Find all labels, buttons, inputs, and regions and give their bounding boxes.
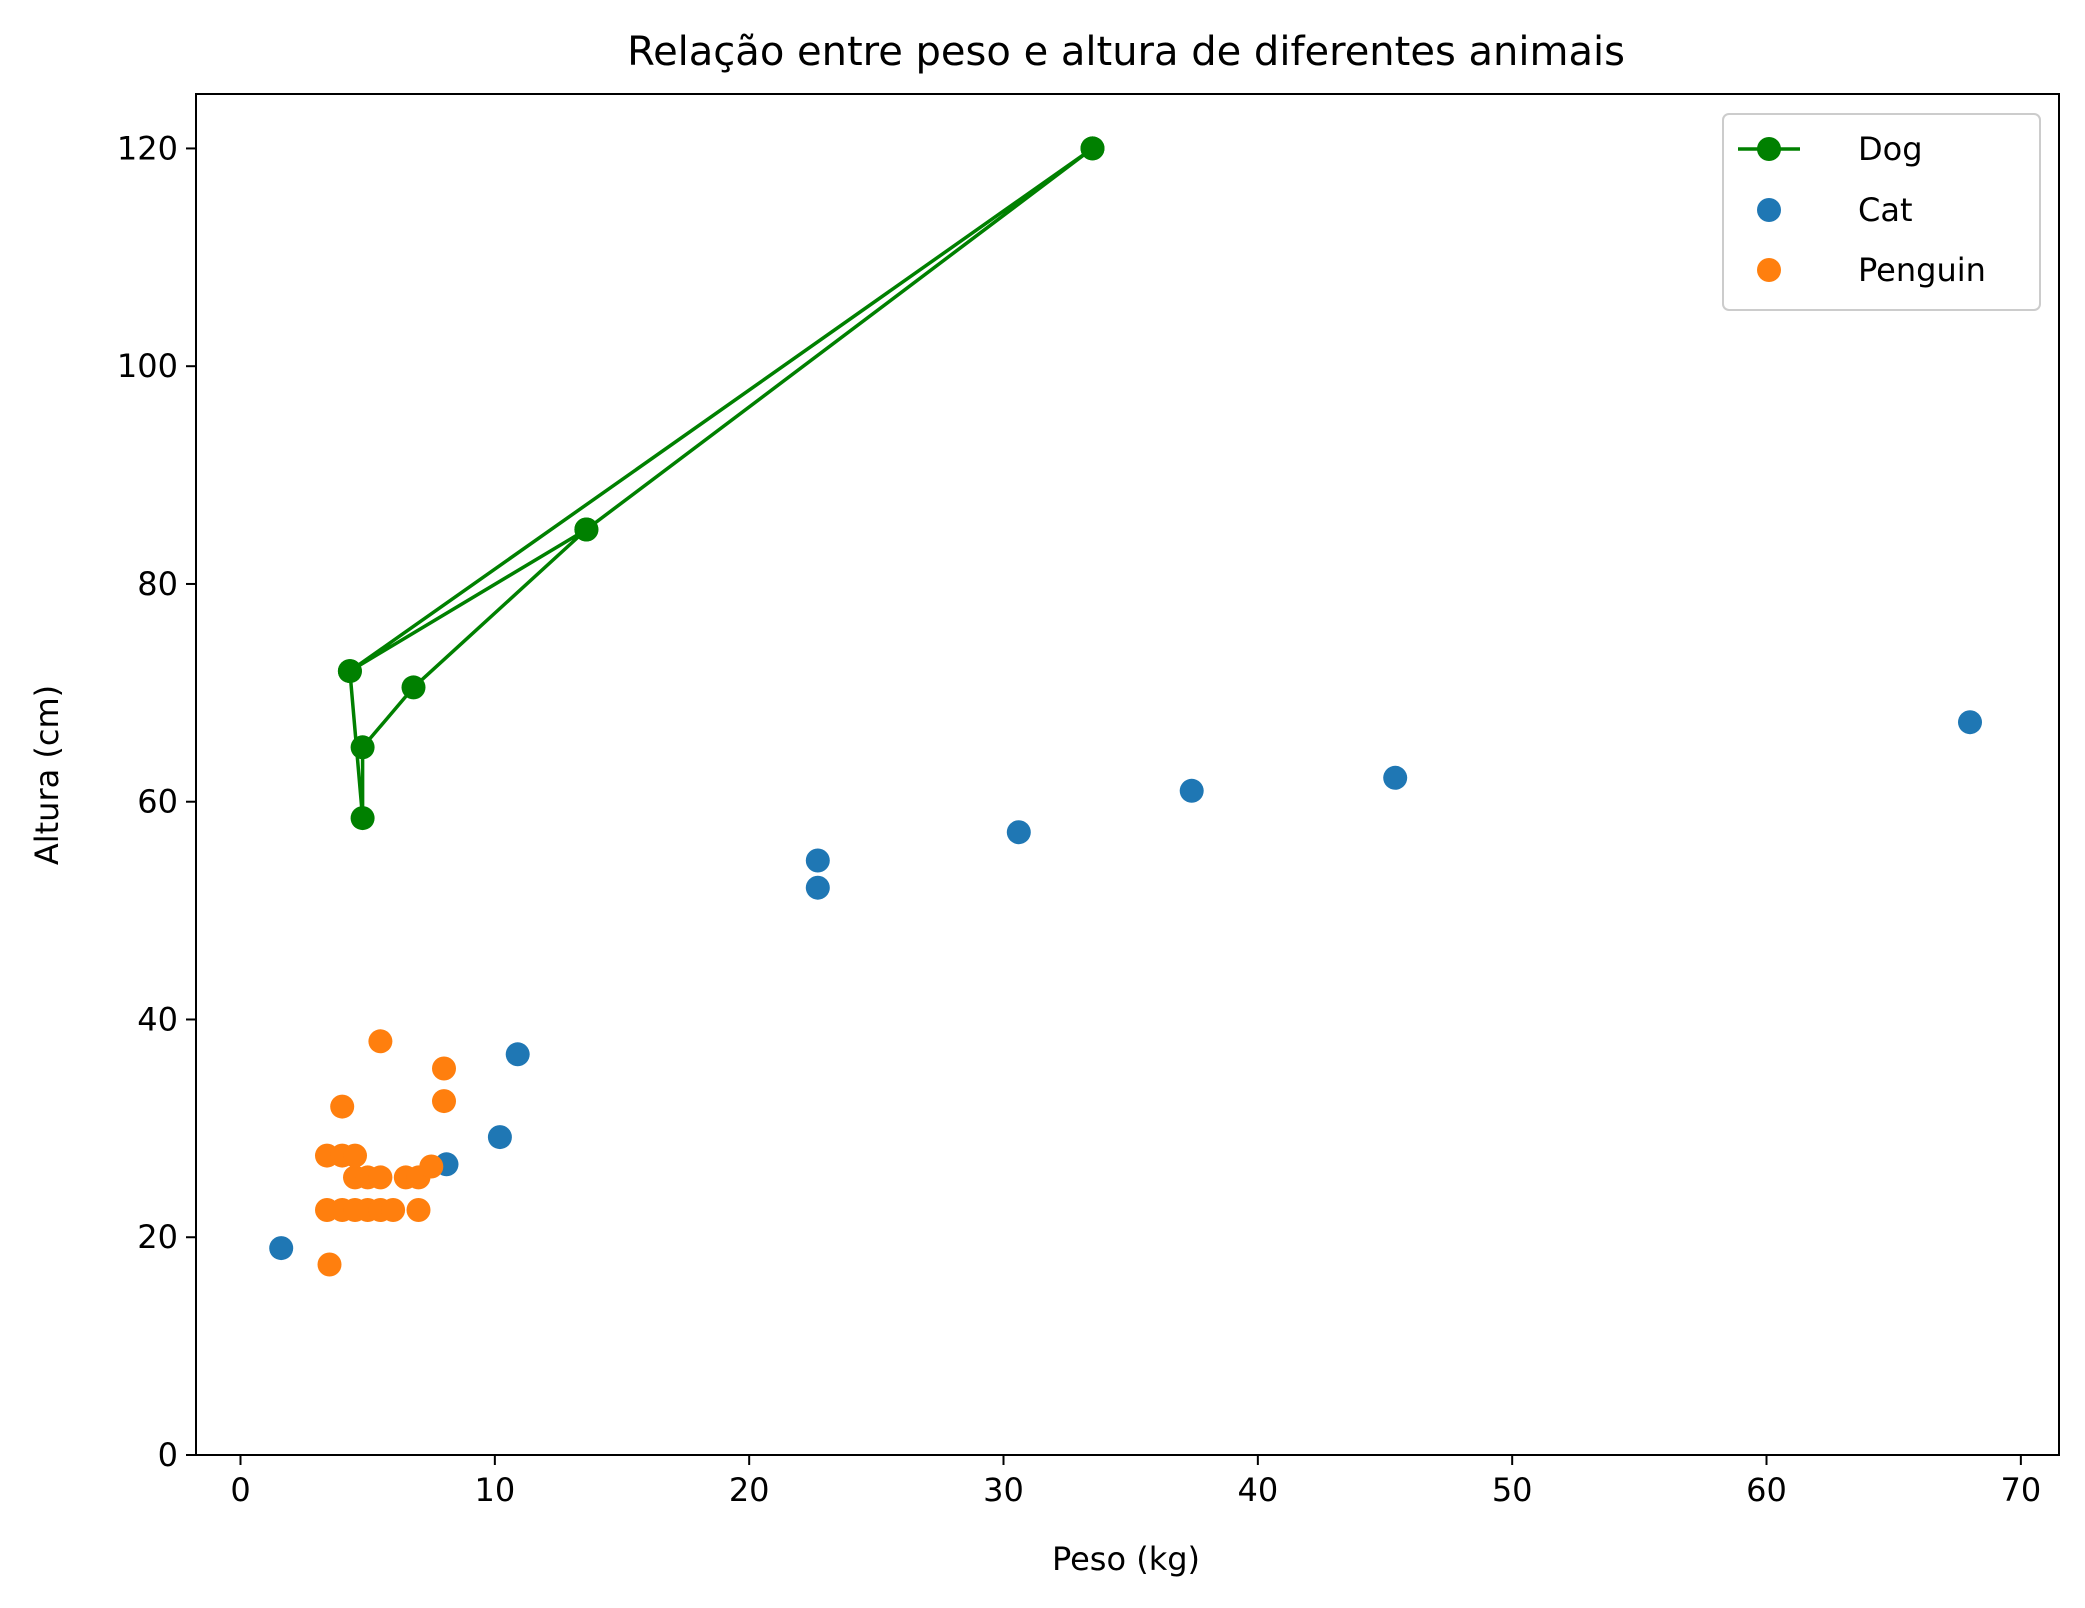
legend: Dog Cat Penguin — [1722, 113, 2041, 311]
dog-point — [574, 517, 599, 542]
legend-penguin-marker — [1757, 258, 1781, 282]
penguin-point — [406, 1198, 431, 1222]
dog-point — [337, 659, 362, 684]
cat-point — [1179, 778, 1204, 803]
penguin-point — [330, 1094, 355, 1119]
y-tick-label: 120 — [117, 129, 178, 167]
dog-point — [350, 806, 375, 831]
plot-frame — [195, 93, 2060, 1456]
penguin-point — [381, 1198, 406, 1222]
y-tick-label: 80 — [137, 565, 178, 603]
penguin-point — [432, 1056, 456, 1081]
y-tick-label: 100 — [117, 347, 178, 385]
legend-frame — [1722, 113, 2041, 311]
x-tick-label: 40 — [1237, 1471, 1278, 1509]
penguin-point — [317, 1252, 342, 1277]
y-tick-label: 20 — [137, 1218, 178, 1256]
cat-point — [505, 1042, 530, 1067]
x-tick-label: 50 — [1492, 1471, 1533, 1509]
x-tick-label: 0 — [230, 1471, 250, 1509]
cat-point — [805, 875, 830, 900]
x-tick-label: 70 — [2000, 1471, 2041, 1509]
chart-title: Relação entre peso e altura de diferente… — [627, 29, 1625, 75]
legend-dog-label: Dog — [1858, 130, 1923, 168]
dog-point — [1080, 136, 1105, 161]
cat-point — [487, 1125, 512, 1150]
x-axis-label: Peso (kg) — [1052, 1540, 1200, 1578]
y-tick-label: 40 — [137, 1000, 178, 1038]
penguin-point — [432, 1089, 456, 1114]
penguin-point — [419, 1154, 444, 1179]
cat-point — [1006, 820, 1031, 845]
x-tick-label: 60 — [1746, 1471, 1787, 1509]
x-axis: 0 10 20 30 40 50 60 70 — [230, 1455, 2041, 1509]
cat-point — [1958, 710, 1982, 735]
dog-point — [350, 735, 375, 760]
cat-point — [269, 1236, 294, 1261]
legend-dog-marker — [1757, 137, 1781, 161]
penguin-point — [368, 1165, 393, 1190]
x-tick-label: 30 — [983, 1471, 1024, 1509]
x-tick-label: 20 — [729, 1471, 770, 1509]
y-tick-label: 0 — [158, 1436, 178, 1474]
cat-point — [805, 848, 830, 873]
plot-area — [269, 136, 1982, 1277]
penguin-point — [343, 1143, 367, 1168]
legend-cat-marker — [1757, 198, 1781, 222]
dog-point — [401, 675, 426, 700]
y-axis-label: Altura (cm) — [28, 685, 66, 865]
y-axis: 0 20 40 60 80 100 120 — [117, 129, 196, 1474]
legend-cat-label: Cat — [1858, 191, 1913, 229]
x-tick-label: 10 — [474, 1471, 515, 1509]
penguin-point — [368, 1029, 393, 1054]
legend-penguin-label: Penguin — [1858, 251, 1986, 289]
y-tick-label: 60 — [137, 783, 178, 821]
cat-point — [1383, 765, 1408, 790]
